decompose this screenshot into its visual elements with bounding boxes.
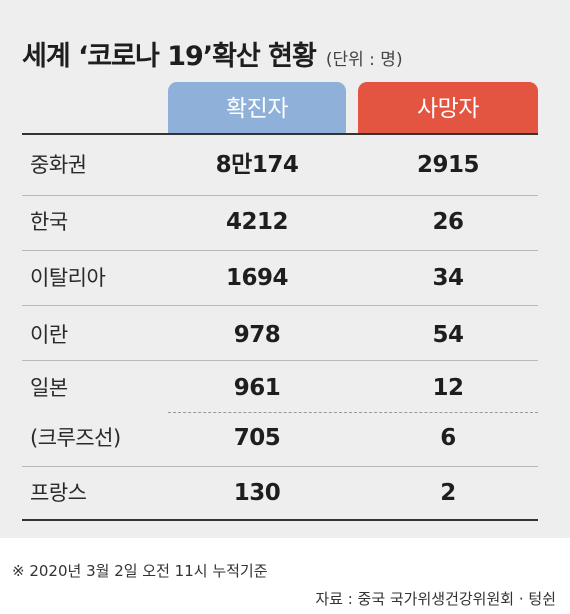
row-country: (크루즈선) [30, 426, 121, 450]
table-top-rule [22, 133, 538, 135]
table-bottom-rule [22, 519, 538, 521]
row-deaths: 12 [432, 375, 464, 401]
row-deaths: 2 [440, 480, 456, 506]
row-deaths: 26 [432, 209, 464, 235]
header-confirmed: 확진자 [168, 82, 346, 134]
row-confirmed: 130 [233, 480, 281, 506]
row-deaths: 34 [432, 265, 464, 291]
table-panel: 세계 ‘코로나 19’확산 현황 (단위 : 명) 확진자 사망자 중화권 8만… [0, 0, 570, 538]
row-confirmed: 705 [233, 425, 281, 451]
title-row: 세계 ‘코로나 19’확산 현황 (단위 : 명) [22, 34, 403, 73]
header-deaths: 사망자 [358, 82, 538, 134]
row-deaths: 6 [440, 425, 456, 451]
row-country: 일본 [30, 376, 68, 400]
row-divider [22, 466, 538, 467]
row-confirmed: 4212 [225, 209, 289, 235]
page-title: 세계 ‘코로나 19’확산 현황 [22, 41, 317, 72]
source-credit: 자료 : 중국 국가위생건강위원회 · 텅쉰 [315, 590, 556, 608]
row-country: 이탈리아 [30, 266, 106, 290]
row-country: 이란 [30, 323, 68, 347]
row-deaths: 54 [432, 322, 464, 348]
row-confirmed: 978 [233, 322, 281, 348]
row-confirmed: 1694 [225, 265, 289, 291]
row-divider [22, 360, 538, 361]
row-divider [22, 195, 538, 196]
footnote: ※ 2020년 3월 2일 오전 11시 누적기준 [12, 562, 268, 580]
row-country: 한국 [30, 210, 68, 234]
row-country: 프랑스 [30, 481, 87, 505]
unit-label: (단위 : 명) [325, 50, 403, 70]
row-country: 중화권 [30, 153, 87, 177]
row-confirmed: 8만174 [215, 152, 299, 178]
row-divider [22, 305, 538, 306]
row-divider-dashed [168, 412, 538, 413]
row-divider [22, 250, 538, 251]
row-deaths: 2915 [416, 152, 480, 178]
row-confirmed: 961 [233, 375, 281, 401]
